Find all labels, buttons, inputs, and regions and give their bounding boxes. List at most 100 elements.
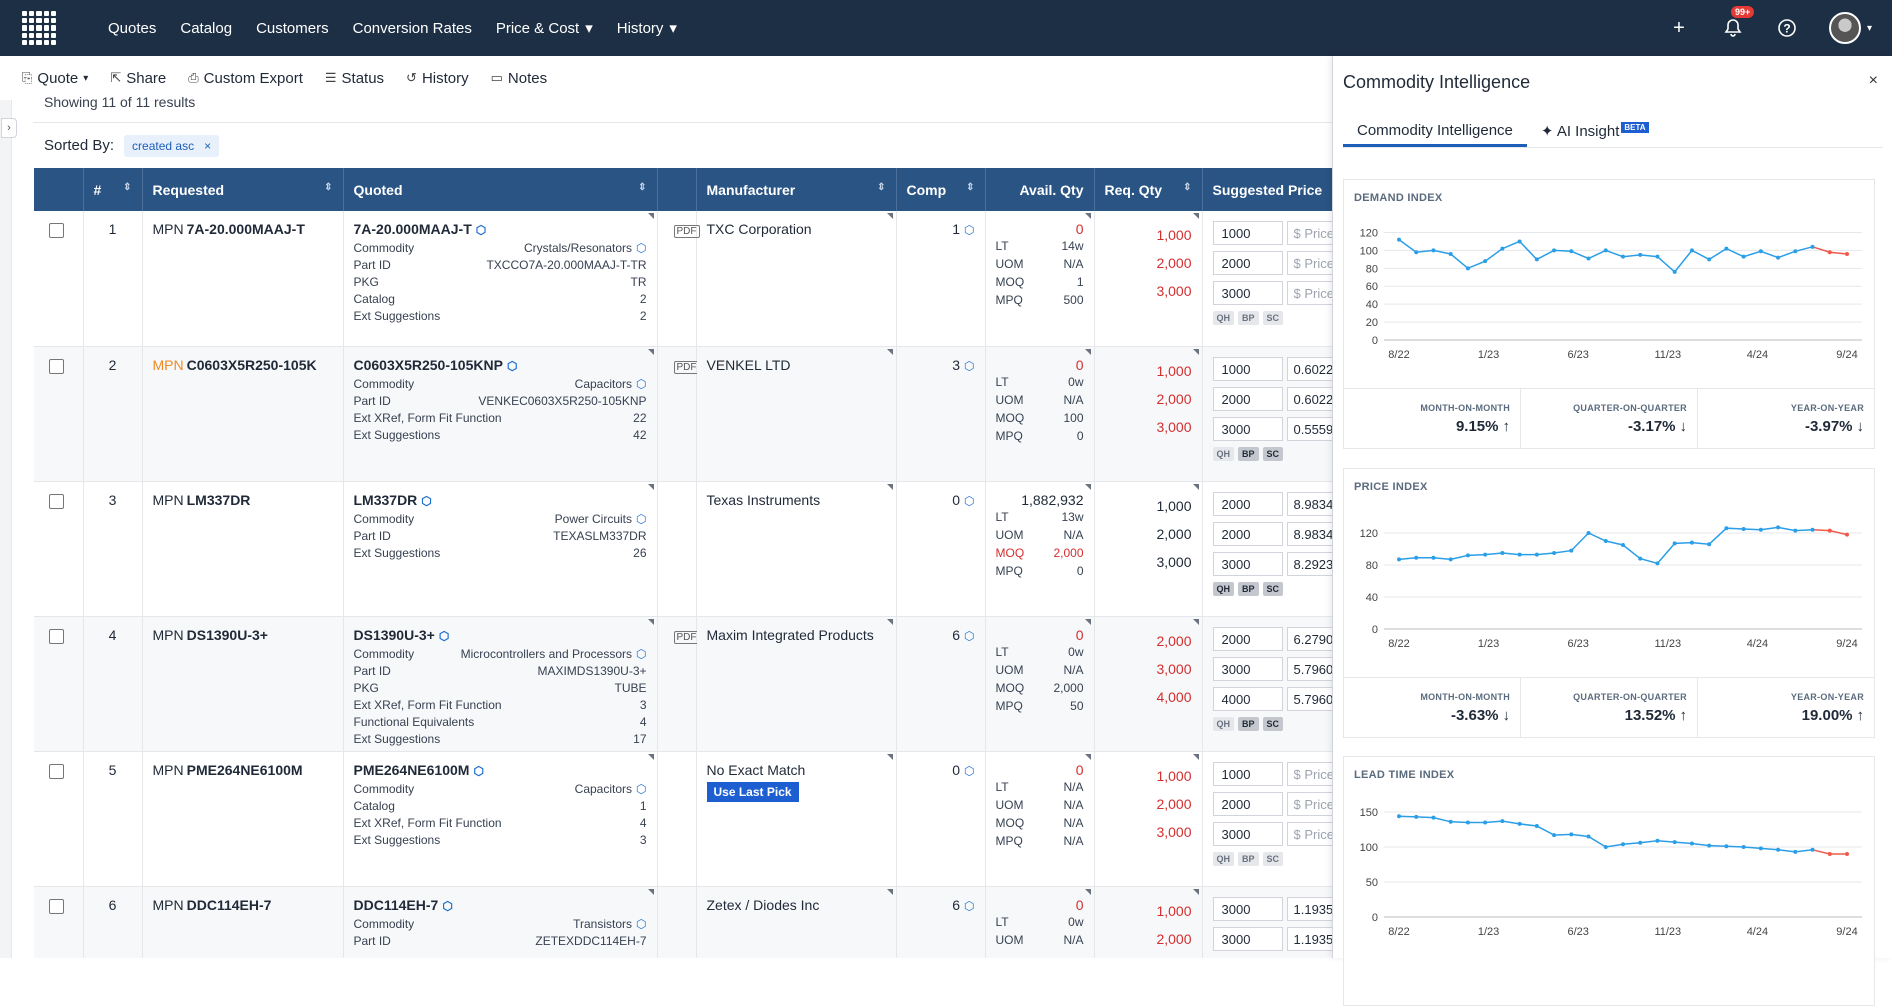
- requested-mpn[interactable]: DDC114EH-7: [186, 896, 272, 913]
- data-point[interactable]: [1431, 815, 1436, 820]
- price-break-qty-input[interactable]: 2000: [1212, 491, 1283, 516]
- data-point[interactable]: [1603, 845, 1608, 849]
- price-input[interactable]: 1.1935: [1286, 896, 1332, 921]
- cube-icon[interactable]: ⬡: [636, 781, 647, 796]
- price-break-qty-input[interactable]: 3000: [1212, 926, 1283, 951]
- data-point[interactable]: [1534, 257, 1539, 262]
- cube-icon[interactable]: ⬡: [964, 898, 975, 913]
- nav-item-customers[interactable]: Customers: [244, 0, 341, 56]
- data-point[interactable]: [1793, 849, 1798, 854]
- requested-mpn[interactable]: C0603X5R250-105K: [186, 356, 317, 373]
- data-point[interactable]: [1431, 248, 1436, 253]
- close-icon[interactable]: ×: [204, 138, 212, 153]
- data-point[interactable]: [1552, 248, 1557, 253]
- nav-item-price-cost[interactable]: Price & Cost ▾: [484, 0, 605, 56]
- price-break-qty-input[interactable]: 3000: [1212, 551, 1283, 576]
- data-point[interactable]: [1517, 239, 1522, 244]
- data-point[interactable]: [1500, 551, 1505, 555]
- requested-mpn[interactable]: DS1390U-3+: [186, 626, 268, 643]
- nav-item-quotes[interactable]: Quotes: [96, 0, 168, 56]
- chevron-down-icon[interactable]: ▾: [1866, 22, 1872, 34]
- data-point[interactable]: [1586, 531, 1591, 535]
- requested-mpn[interactable]: 7A-20.000MAAJ-T: [186, 221, 305, 237]
- cube-icon[interactable]: ⬡: [475, 223, 487, 237]
- data-point[interactable]: [1776, 255, 1781, 260]
- data-point[interactable]: [1517, 821, 1522, 826]
- row-checkbox[interactable]: [49, 223, 64, 238]
- data-point[interactable]: [1655, 561, 1660, 566]
- cube-icon[interactable]: ⬡: [438, 628, 450, 643]
- data-point[interactable]: [1517, 552, 1522, 557]
- column-header[interactable]: Suggested Price⇕: [1202, 168, 1332, 211]
- price-input[interactable]: 0.6022: [1286, 386, 1332, 411]
- price-input[interactable]: 5.7960: [1286, 656, 1332, 681]
- data-point[interactable]: [1483, 552, 1488, 557]
- price-input[interactable]: $ Price: [1286, 761, 1332, 786]
- use-last-pick-button[interactable]: Use Last Pick: [706, 781, 799, 802]
- price-input[interactable]: 8.9834: [1286, 491, 1332, 516]
- sort-icon[interactable]: ⇕: [966, 182, 975, 193]
- data-point[interactable]: [1500, 246, 1505, 251]
- app-logo-icon[interactable]: [22, 11, 56, 45]
- price-input[interactable]: $ Price: [1286, 791, 1332, 816]
- data-point[interactable]: [1448, 251, 1453, 256]
- cube-icon[interactable]: ⬡: [506, 358, 518, 373]
- sort-icon[interactable]: ⇕: [877, 182, 886, 193]
- price-source-sc-button[interactable]: SC: [1262, 716, 1284, 731]
- data-point[interactable]: [1810, 244, 1815, 249]
- data-point[interactable]: [1534, 824, 1539, 828]
- price-source-sc-button[interactable]: SC: [1262, 581, 1284, 596]
- data-point[interactable]: [1758, 846, 1763, 851]
- cube-icon[interactable]: ⬡: [964, 763, 975, 778]
- requested-mpn[interactable]: PME264NE6100M: [186, 761, 303, 778]
- data-point[interactable]: [1724, 526, 1729, 531]
- price-source-bp-button[interactable]: BP: [1238, 851, 1259, 866]
- quote-menu-button[interactable]: ⎘ Quote ▾: [22, 70, 88, 87]
- avatar[interactable]: [1828, 12, 1861, 44]
- data-point[interactable]: [1621, 254, 1625, 259]
- history-button[interactable]: ↺ History: [406, 70, 469, 87]
- data-point[interactable]: [1465, 820, 1470, 825]
- price-break-qty-input[interactable]: 3000: [1212, 821, 1283, 846]
- quoted-mpn[interactable]: DS1390U-3+ ⬡: [354, 627, 647, 643]
- data-point[interactable]: [1707, 843, 1712, 848]
- sort-icon[interactable]: ⇕: [324, 182, 333, 193]
- row-checkbox[interactable]: [49, 763, 64, 779]
- data-point[interactable]: [1483, 820, 1488, 825]
- expand-sidebar-icon[interactable]: ›: [1, 118, 17, 138]
- column-header[interactable]: Avail. Qty: [985, 168, 1095, 211]
- row-checkbox[interactable]: [49, 628, 64, 644]
- cube-icon[interactable]: ⬡: [442, 898, 453, 913]
- data-point[interactable]: [1397, 814, 1401, 819]
- data-point[interactable]: [1672, 541, 1677, 546]
- cube-icon[interactable]: ⬡: [964, 223, 975, 237]
- data-point[interactable]: [1552, 551, 1557, 555]
- price-input[interactable]: $ Price: [1286, 221, 1332, 245]
- data-point[interactable]: [1724, 844, 1729, 849]
- data-point[interactable]: [1793, 249, 1798, 254]
- data-point[interactable]: [1638, 252, 1643, 257]
- data-point[interactable]: [1534, 552, 1539, 557]
- price-break-qty-input[interactable]: 3000: [1212, 416, 1283, 441]
- cube-icon[interactable]: ⬡: [421, 493, 432, 508]
- price-break-qty-input[interactable]: 4000: [1212, 686, 1283, 711]
- data-point[interactable]: [1586, 834, 1591, 839]
- data-point[interactable]: [1448, 557, 1453, 562]
- data-point[interactable]: [1741, 527, 1746, 531]
- data-point[interactable]: [1758, 249, 1763, 254]
- column-header[interactable]: [657, 168, 697, 211]
- price-source-bp-button[interactable]: BP: [1238, 716, 1259, 731]
- price-source-sc-button[interactable]: SC: [1262, 851, 1284, 866]
- price-input[interactable]: 0.5559: [1286, 416, 1332, 441]
- price-source-qh-button[interactable]: QH: [1212, 581, 1234, 596]
- sort-icon[interactable]: ⇕: [638, 182, 647, 193]
- quoted-mpn[interactable]: LM337DR ⬡: [354, 492, 647, 508]
- data-point[interactable]: [1655, 254, 1660, 259]
- data-point[interactable]: [1672, 840, 1677, 845]
- data-point[interactable]: [1810, 527, 1815, 532]
- close-icon[interactable]: ×: [1868, 72, 1878, 89]
- data-point[interactable]: [1724, 246, 1729, 251]
- requested-mpn[interactable]: LM337DR: [186, 491, 251, 508]
- data-point[interactable]: [1776, 847, 1781, 852]
- data-point[interactable]: [1603, 539, 1608, 543]
